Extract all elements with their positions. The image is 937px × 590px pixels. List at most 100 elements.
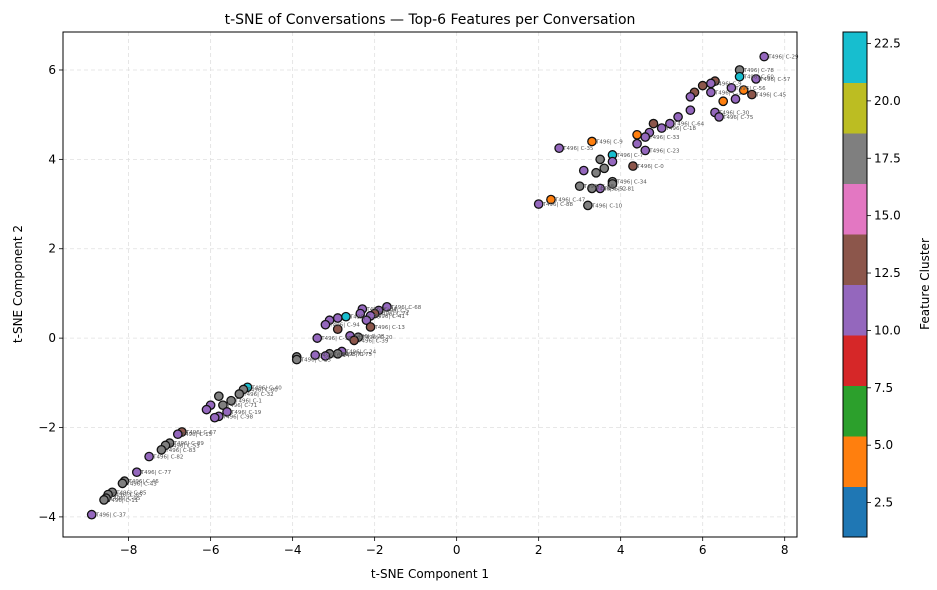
colorbar-tick-label: 10.0: [874, 323, 901, 337]
point-label: T496| C-19: [230, 410, 262, 416]
point-label: T496| C-81: [603, 186, 634, 192]
scatter-point: [632, 129, 642, 140]
colorbar-label: Feature Cluster: [918, 238, 932, 330]
point-label: T496| C-32: [242, 392, 273, 398]
scatter-point: [607, 156, 618, 167]
point-label: T496| C-37: [95, 513, 127, 519]
colorbar-tick-label: 17.5: [874, 151, 901, 165]
scatter-point: [117, 478, 128, 489]
point-label: T496| C-77: [140, 470, 172, 476]
y-tick-label: 2: [48, 242, 56, 256]
colorbar-tick-label: 7.5: [874, 381, 893, 395]
scatter-point: [131, 467, 142, 478]
y-tick-label: 4: [48, 152, 56, 166]
x-tick-label: 0: [453, 543, 461, 557]
scatter-point: [759, 51, 770, 62]
point-label: T496| C-9: [595, 139, 623, 145]
scatter-point: [706, 87, 716, 98]
scatter-point: [144, 451, 154, 462]
point-label: T496| C-57: [759, 77, 791, 83]
scatter-point: [607, 179, 618, 189]
chart-title: t-SNE of Conversations — Top-6 Features …: [225, 12, 636, 28]
scatter-point: [172, 429, 183, 440]
point-label: T496| C-7: [615, 153, 643, 159]
scatter-point: [665, 118, 675, 129]
scatter-point: [546, 194, 556, 205]
scatter-point: [685, 105, 696, 116]
x-axis-ticks: −8 −6 −4 −2 0 2 4 6 8: [120, 537, 789, 557]
point-label: T496| C-14: [318, 353, 350, 359]
scatter-point: [640, 145, 651, 156]
point-label: T496| C-0: [636, 164, 664, 170]
point-label: T496| C-83: [164, 448, 196, 454]
point-label: T496| C-35: [562, 146, 594, 152]
point-label: T496| C-30: [718, 110, 750, 116]
y-tick-label: −4: [38, 510, 56, 524]
x-tick-label: −6: [202, 543, 220, 557]
y-tick-label: 6: [48, 63, 56, 77]
scatter-point: [714, 112, 724, 122]
scatter-point: [156, 445, 167, 455]
scatter-point: [697, 80, 708, 91]
point-label: T496| C-52: [595, 186, 626, 192]
point-label: T496| C-85: [115, 490, 147, 496]
scatter-point: [234, 389, 245, 399]
point-label: T496| C-95: [109, 496, 141, 502]
point-label: T496| C-20: [361, 335, 393, 341]
point-label: T496| C-18: [665, 126, 697, 132]
point-label: T496| C-24: [345, 350, 377, 356]
y-tick-label: 0: [48, 331, 56, 345]
scatter-point: [632, 138, 642, 149]
scatter-point: [738, 85, 749, 95]
scatter-point: [648, 118, 659, 129]
scatter-points: [86, 51, 770, 520]
point-label: T496| C-60: [743, 75, 775, 81]
scatter-point: [591, 167, 601, 178]
scatter-point: [673, 112, 683, 122]
scatter-point: [365, 322, 376, 332]
scatter-point: [747, 89, 757, 100]
point-label: T496| C-46: [128, 479, 160, 485]
x-axis-label: t-SNE Component 1: [371, 567, 489, 581]
point-label: T496| C-67: [185, 430, 217, 436]
scatter-point: [209, 412, 220, 423]
scatter-point: [706, 78, 716, 89]
scatter-point: [640, 132, 651, 142]
scatter-point: [734, 71, 745, 82]
point-label: T496| C-76: [320, 336, 352, 342]
point-label: T496| C-56: [734, 86, 766, 92]
point-label: T496| C-25: [300, 358, 332, 364]
scatter-point: [310, 350, 321, 360]
point-label: T496| C-43: [125, 481, 157, 487]
colorbar-tick-label: 5.0: [874, 438, 893, 452]
point-label: T496| C-64: [673, 122, 705, 128]
scatter-point: [595, 154, 606, 165]
scatter-point: [291, 354, 302, 365]
point-label: T496| C-11: [107, 498, 138, 504]
scatter-point: [341, 311, 351, 322]
colorbar-segment: [843, 82, 867, 134]
x-tick-label: 2: [535, 543, 543, 557]
point-label: T496| C-98: [583, 184, 615, 190]
scatter-point: [587, 183, 597, 194]
scatter-point: [349, 335, 359, 346]
colorbar-segment: [843, 284, 867, 336]
scatter-point: [554, 143, 565, 154]
colorbar-tick-label: 12.5: [874, 266, 901, 280]
point-label: T496| C-9: [714, 81, 742, 87]
point-label: T496| C-75: [722, 115, 754, 121]
point-label: T496| C-94: [328, 323, 360, 329]
point-label: T496| C-78: [743, 68, 775, 74]
scatter-point: [599, 163, 610, 174]
y-axis-label: t-SNE Component 2: [11, 225, 25, 343]
scatter-point: [312, 333, 323, 343]
point-label: T496| C-1: [234, 399, 262, 405]
colorbar-tick-label: 2.5: [874, 496, 893, 510]
scatter-point: [320, 351, 331, 361]
scatter-point: [222, 407, 232, 417]
colorbar-segment: [843, 486, 867, 538]
colorbar-segment: [843, 183, 867, 235]
scatter-point: [587, 136, 597, 147]
point-label: T496| C-13: [374, 325, 406, 331]
